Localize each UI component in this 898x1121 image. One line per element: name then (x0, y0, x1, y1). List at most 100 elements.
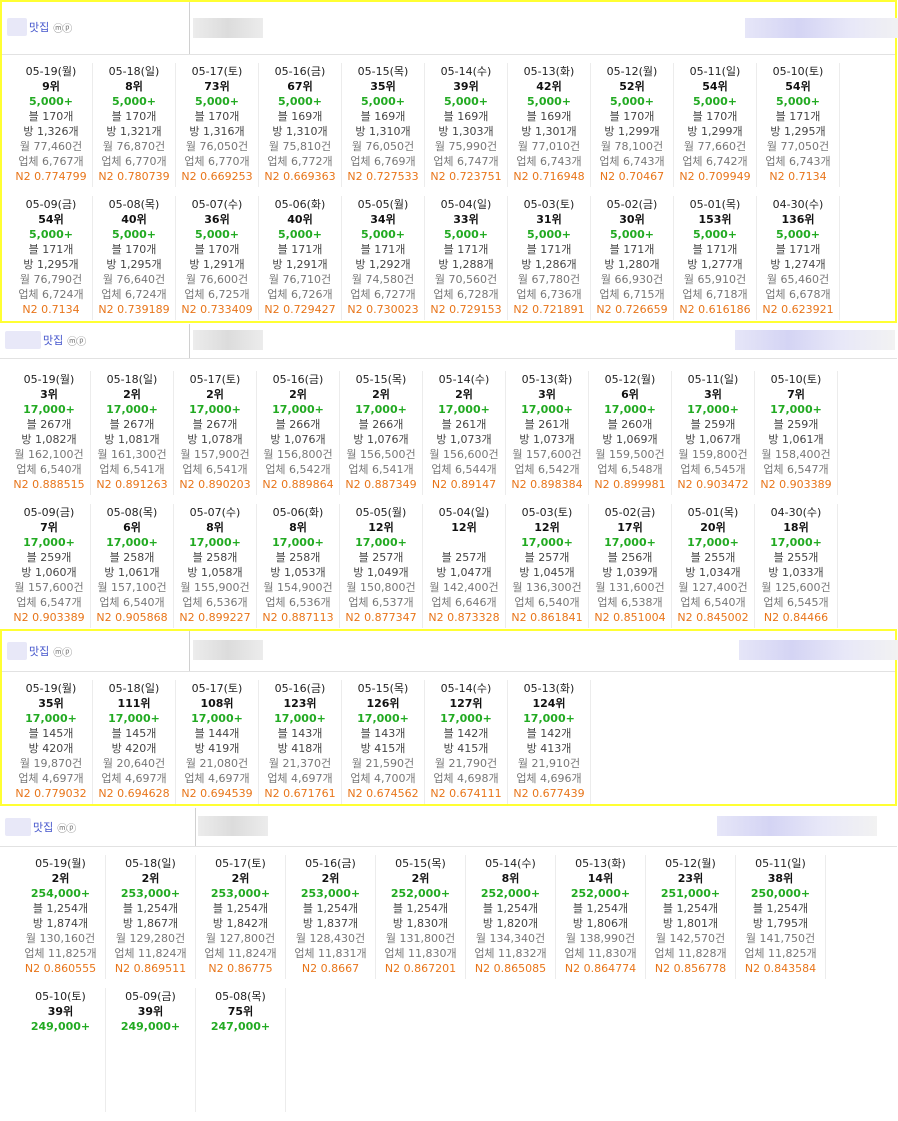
day-n2-score: N2 0.877347 (345, 611, 417, 624)
day-visitor-reviews (196, 1049, 285, 1064)
day-n2-score: N2 0.723751 (430, 170, 502, 183)
day-n2-score: N2 0.903389 (760, 478, 832, 491)
day-rank: 2위 (372, 388, 390, 401)
day-search-volume: 5,000+ (443, 228, 488, 241)
day-visitor-reviews: 방 1,291개 (272, 258, 328, 271)
day-search-volume: 17,000+ (357, 712, 409, 725)
blurred-place-name (193, 330, 263, 350)
day-cell: 05-18(일) 111위 17,000+ 블 145개 방 420개 월 20,640건… (93, 680, 176, 804)
day-business-count (106, 1079, 195, 1094)
day-rank: 2위 (206, 388, 224, 401)
day-rank: 73위 (204, 80, 230, 93)
day-monthly-searches: 월 142,400건 (429, 581, 499, 594)
day-n2-score: N2 0.888515 (13, 478, 85, 491)
day-search-volume: 5,000+ (194, 95, 239, 108)
day-visitor-reviews: 방 420개 (111, 742, 157, 755)
day-rank: 35위 (370, 80, 396, 93)
day-business-count: 업체 6,547개 (763, 463, 829, 476)
day-business-count: 업체 6,541개 (182, 463, 248, 476)
day-rank: 35위 (38, 697, 64, 710)
day-rank: 2위 (141, 872, 160, 885)
day-search-volume: 5,000+ (28, 228, 73, 241)
day-n2-score: N2 0.674111 (430, 787, 502, 800)
day-cell: 05-06(화) 8위 17,000+ 블 258개 방 1,053개 월 154,900… (257, 504, 340, 628)
day-rank: 30위 (619, 213, 645, 226)
day-business-count: 업체 11,824개 (204, 947, 277, 960)
day-rank: 40위 (287, 213, 313, 226)
day-cell: 05-15(목) 126위 17,000+ 블 143개 방 415개 월 21,590건… (342, 680, 425, 804)
day-date: 05-09(금) (23, 506, 75, 519)
day-search-volume: 17,000+ (272, 536, 324, 549)
day-date: 05-11(일) (687, 373, 739, 386)
day-n2-score: N2 0.845002 (677, 611, 749, 624)
day-cell: 05-11(일) 54위 5,000+ 블 170개 방 1,299개 월 77,660건… (674, 63, 757, 187)
day-blog-count: 블 1,254개 (482, 902, 539, 915)
day-date: 05-19(월) (23, 373, 75, 386)
day-visitor-reviews: 방 1,039개 (602, 566, 658, 579)
keyword-label[interactable]: 맛집 ⓜⓟ (7, 642, 72, 660)
day-visitor-reviews: 방 1,073개 (436, 433, 492, 446)
day-rank: 54위 (38, 213, 64, 226)
day-visitor-reviews: 방 1,795개 (752, 917, 809, 930)
day-visitor-reviews: 방 1,874개 (32, 917, 89, 930)
day-date: 05-08(목) (108, 198, 160, 211)
day-rank: 3위 (704, 388, 722, 401)
keyword-label[interactable]: 맛집 ⓜⓟ (5, 818, 76, 836)
day-business-count: 업체 4,697개 (184, 772, 250, 785)
day-date: 05-12(월) (606, 65, 658, 78)
day-business-count: 업체 6,548개 (597, 463, 663, 476)
day-blog-count: 블 267개 (26, 418, 72, 431)
day-monthly-searches: 월 76,870건 (102, 140, 166, 153)
day-blog-count: 블 171개 (775, 110, 821, 123)
day-visitor-reviews: 방 1,069개 (602, 433, 658, 446)
day-blog-count: 블 258개 (275, 551, 321, 564)
mp-icons: ⓜⓟ (53, 23, 72, 35)
mp-icons: ⓜⓟ (53, 647, 72, 659)
day-blog-count: 블 1,254개 (32, 902, 89, 915)
day-monthly-searches: 월 74,580건 (351, 273, 415, 286)
day-business-count: 업체 11,830개 (564, 947, 637, 960)
day-blog-count: 블 1,254개 (302, 902, 359, 915)
day-search-volume: 17,000+ (521, 403, 573, 416)
day-rank: 52위 (619, 80, 645, 93)
day-monthly-searches: 월 157,100건 (97, 581, 167, 594)
day-business-count: 업체 6,542개 (514, 463, 580, 476)
day-monthly-searches: 월 75,810건 (268, 140, 332, 153)
day-cell: 05-07(수) 8위 17,000+ 블 258개 방 1,058개 월 155,900… (174, 504, 257, 628)
header-divider (189, 324, 190, 358)
day-monthly-searches: 월 76,710건 (268, 273, 332, 286)
day-business-count: 업체 6,542개 (265, 463, 331, 476)
day-cell: 05-06(화) 40위 5,000+ 블 171개 방 1,291개 월 76,710건… (259, 196, 342, 320)
day-blog-count: 블 171개 (692, 243, 738, 256)
keyword-text[interactable]: 맛집 (29, 645, 50, 658)
day-monthly-searches: 월 159,800건 (678, 448, 748, 461)
day-visitor-reviews: 방 1,076개 (353, 433, 409, 446)
day-rank: 2위 (231, 872, 250, 885)
day-blog-count: 블 171개 (28, 243, 74, 256)
day-blog-count: 블 255개 (690, 551, 736, 564)
blurred-place-info (717, 816, 877, 836)
keyword-text[interactable]: 맛집 (33, 821, 54, 834)
day-blog-count: 블 171개 (775, 243, 821, 256)
day-n2-score: N2 0.890203 (179, 478, 251, 491)
daily-rank-grid: 05-19(월) 3위 17,000+ 블 267개 방 1,082개 월 162,100… (0, 359, 897, 637)
day-business-count: 업체 6,724개 (101, 288, 167, 301)
day-search-volume: 5,000+ (775, 95, 820, 108)
day-business-count: 업체 6,538개 (597, 596, 663, 609)
day-rank: 127위 (449, 697, 483, 710)
section-header: 맛집 ⓜⓟ (2, 631, 898, 672)
keyword-text[interactable]: 맛집 (29, 21, 50, 34)
keyword-label[interactable]: 맛집 ⓜⓟ (5, 331, 86, 349)
day-business-count: 업체 6,540개 (16, 463, 82, 476)
keyword-text[interactable]: 맛집 (43, 334, 64, 347)
day-search-volume: 5,000+ (277, 95, 322, 108)
day-business-count: 업체 4,697개 (18, 772, 84, 785)
day-monthly-searches: 월 67,780건 (517, 273, 581, 286)
day-blog-count: 블 143개 (360, 727, 406, 740)
day-visitor-reviews: 방 1,291개 (189, 258, 245, 271)
day-monthly-searches: 월 155,900건 (180, 581, 250, 594)
day-date: 05-19(월) (25, 682, 77, 695)
day-n2-score: N2 0.861841 (511, 611, 583, 624)
keyword-label[interactable]: 맛집 ⓜⓟ (7, 18, 72, 36)
day-search-volume (423, 535, 505, 550)
